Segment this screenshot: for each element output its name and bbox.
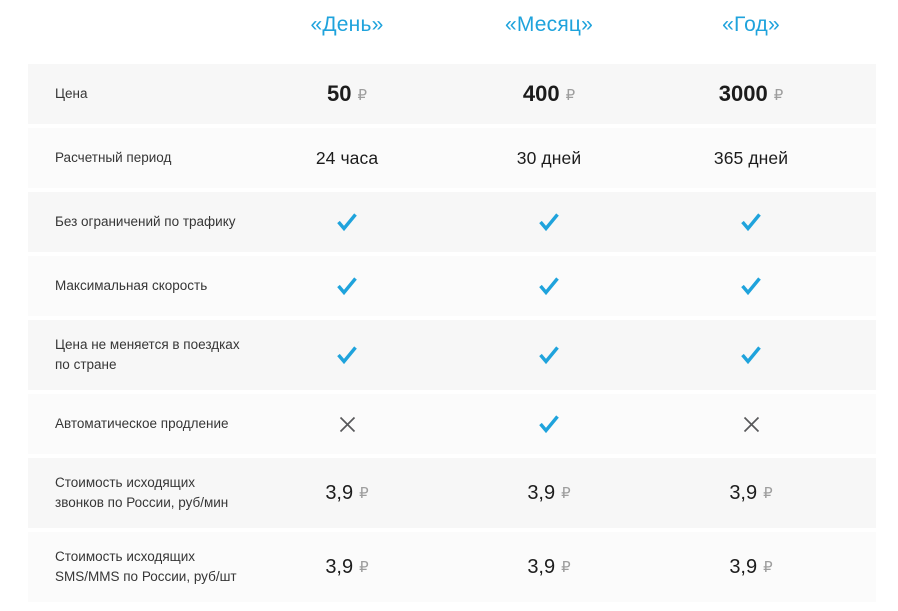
- cross-icon: [339, 416, 355, 432]
- cell-month: [448, 209, 650, 235]
- column-header-year: «Год»: [722, 13, 780, 36]
- cell-day: [246, 273, 448, 299]
- ruble-sign: ₽: [561, 558, 571, 576]
- table-row: Максимальная скорость: [28, 256, 876, 316]
- row-label: Расчетный период: [55, 150, 172, 166]
- table-row: Без ограничений по трафику: [28, 192, 876, 252]
- check-icon: [337, 213, 357, 232]
- ruble-sign: ₽: [773, 87, 784, 104]
- table-row: Цена 50 ₽ 400 ₽ 3000 ₽: [28, 64, 876, 124]
- cell-day: 3,9 ₽: [246, 482, 448, 505]
- cell-year: 3,9 ₽: [650, 556, 852, 579]
- column-header-day: «День»: [310, 13, 384, 36]
- cell-year: 365 дней: [713, 147, 789, 168]
- price-value: 3,9: [729, 481, 758, 504]
- price-value: 3,9: [325, 481, 354, 504]
- row-label: Стоимость исходящих звонков по России, р…: [55, 475, 229, 510]
- price-value: 3,9: [325, 555, 354, 578]
- cell-year: [650, 413, 852, 436]
- cell-day: 24 часа: [315, 147, 379, 168]
- cell-month: [448, 342, 650, 368]
- ruble-sign: ₽: [763, 558, 773, 576]
- cell-year: 3000 ₽: [650, 81, 852, 107]
- ruble-sign: ₽: [565, 87, 576, 104]
- cell-month: 400 ₽: [448, 81, 650, 107]
- price-value: 3,9: [729, 555, 758, 578]
- cell-day: [246, 209, 448, 235]
- check-icon: [539, 213, 559, 232]
- check-icon: [337, 277, 357, 296]
- ruble-sign: ₽: [561, 484, 571, 502]
- price-value: 3000: [718, 81, 768, 106]
- column-header-month: «Месяц»: [504, 13, 594, 36]
- cell-day: 3,9 ₽: [246, 556, 448, 579]
- cross-icon: [743, 416, 759, 432]
- ruble-sign: ₽: [359, 484, 369, 502]
- row-label: Цена не меняется в поездках по стране: [55, 337, 240, 372]
- table-row: Расчетный период 24 часа 30 дней 365 дне…: [28, 128, 876, 188]
- cell-year: [650, 273, 852, 299]
- cell-month: 3,9 ₽: [448, 556, 650, 579]
- price-value: 3,9: [527, 555, 556, 578]
- cell-month: [448, 411, 650, 437]
- check-icon: [539, 277, 559, 296]
- row-label: Автоматическое продление: [55, 416, 229, 432]
- price-value: 50: [326, 81, 352, 106]
- table-row: Цена не меняется в поездках по стране: [28, 320, 876, 390]
- table-header: «День» «Месяц» «Год»: [28, 10, 876, 40]
- cell-month: [448, 273, 650, 299]
- check-icon: [741, 277, 761, 296]
- row-label: Максимальная скорость: [55, 278, 208, 294]
- table-body: Цена 50 ₽ 400 ₽ 3000 ₽ Расчетный период 24 …: [0, 64, 898, 602]
- row-label: Цена: [55, 86, 88, 102]
- cell-month: 30 дней: [516, 147, 582, 168]
- row-label: Без ограничений по трафику: [55, 214, 236, 230]
- cell-year: 3,9 ₽: [650, 482, 852, 505]
- check-icon: [539, 346, 559, 365]
- table-row: Автоматическое продление: [28, 394, 876, 454]
- cell-day: [246, 342, 448, 368]
- price-value: 400: [522, 81, 560, 106]
- ruble-sign: ₽: [359, 558, 369, 576]
- cell-year: [650, 209, 852, 235]
- price-value: 3,9: [527, 481, 556, 504]
- cell-year: [650, 342, 852, 368]
- check-icon: [741, 346, 761, 365]
- ruble-sign: ₽: [357, 87, 368, 104]
- table-row: Стоимость исходящих SMS/MMS по России, р…: [28, 532, 876, 602]
- cell-day: [246, 413, 448, 436]
- check-icon: [337, 346, 357, 365]
- cell-month: 3,9 ₽: [448, 482, 650, 505]
- check-icon: [741, 213, 761, 232]
- cell-day: 50 ₽: [246, 81, 448, 107]
- ruble-sign: ₽: [763, 484, 773, 502]
- row-label: Стоимость исходящих SMS/MMS по России, р…: [55, 549, 237, 584]
- table-row: Стоимость исходящих звонков по России, р…: [28, 458, 876, 528]
- check-icon: [539, 415, 559, 434]
